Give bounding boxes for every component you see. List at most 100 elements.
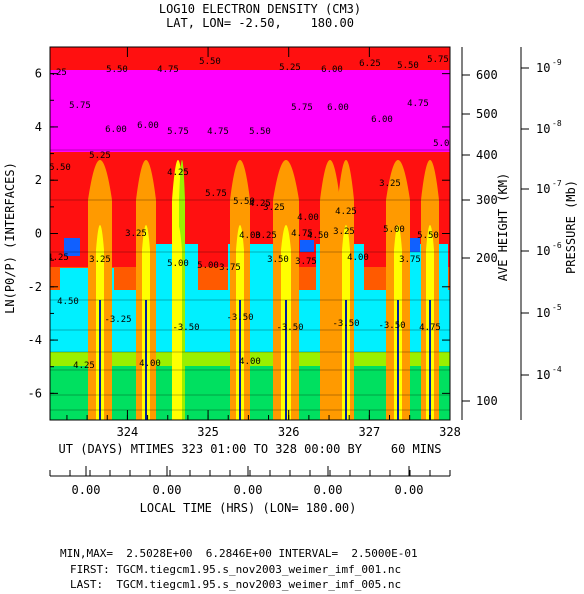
- contour-label: 3.25: [89, 255, 111, 265]
- contour-label: 5.50: [49, 163, 71, 173]
- contour-label: 5.50: [397, 61, 419, 71]
- height-tick-label: 300: [476, 193, 498, 207]
- contour-label: 3.75: [295, 257, 317, 267]
- contour-label: 3.25: [333, 227, 355, 237]
- contour-label: 4.75: [419, 323, 441, 333]
- contour-label: 4.25: [167, 168, 189, 178]
- contour-label: 4.00: [239, 357, 261, 367]
- contour-label: 4.00: [239, 231, 261, 241]
- height-tick-label: 200: [476, 251, 498, 265]
- band-fill: [50, 70, 450, 152]
- band-fill: [64, 238, 80, 256]
- contour-field: 6.25 5.50 4.75 5.50 5.25 6.00 6.25 5.50 5.75 5.75…: [45, 47, 455, 420]
- contour-label: 5.50: [233, 197, 255, 207]
- y-tick-label: 2: [35, 173, 42, 187]
- x-tick-label: 326: [278, 425, 300, 439]
- contour-label: 5.25: [279, 63, 301, 73]
- height-axis: 600 500 400 300 200 100: [462, 68, 498, 408]
- y-axis-label: LN(P0/P) (INTERFACES): [3, 162, 17, 314]
- pressure-tick-exponent: -9: [552, 58, 562, 67]
- height-tick-label: 600: [476, 68, 498, 82]
- local-time-tick-label: 0.00: [234, 483, 263, 497]
- band-fill: [174, 225, 182, 420]
- contour-label: 4.00: [347, 253, 369, 263]
- height-tick-label: 100: [476, 394, 498, 408]
- y-tick-label: -6: [28, 386, 42, 400]
- contour-label: 5.50: [199, 57, 221, 67]
- contour-label: 5.50: [106, 65, 128, 75]
- height-tick-label: 500: [476, 107, 498, 121]
- y-tick-label: 4: [35, 120, 42, 134]
- contour-label: 5.50: [417, 231, 439, 241]
- contour-label: 3.25: [379, 179, 401, 189]
- contour-label: 4.75: [291, 229, 313, 239]
- pressure-tick-label: 10: [536, 182, 550, 196]
- contour-label: 3.75: [219, 263, 241, 273]
- contour-label: 5.00: [383, 225, 405, 235]
- pressure-tick-label: 10: [536, 61, 550, 75]
- contour-label: 5.75: [167, 127, 189, 137]
- contour-label: 4.50: [57, 297, 79, 307]
- pressure-tick-label: 10: [536, 244, 550, 258]
- band-fill: [408, 238, 420, 252]
- contour-label: 4.75: [207, 127, 229, 137]
- contour-label: 5.25: [89, 151, 111, 161]
- contour-label: 3.25: [263, 203, 285, 213]
- contour-label: 5.75: [427, 55, 449, 65]
- color-bands: [50, 47, 450, 420]
- chart-title: LOG10 ELECTRON DENSITY (CM3): [159, 2, 361, 16]
- chart-subtitle: LAT, LON= -2.50, 180.00: [166, 16, 354, 30]
- contour-labels: 6.25 5.50 4.75 5.50 5.25 6.00 6.25 5.50 5.75 5.75…: [45, 55, 455, 371]
- contour-label: 5.00: [167, 259, 189, 269]
- x-tick-label: 325: [197, 425, 219, 439]
- contour-label: -3.50: [226, 313, 253, 323]
- contour-label: 5.75: [205, 189, 227, 199]
- last-file-line: LAST: TGCM.tiegcm1.95.s_nov2003_weimer_i…: [70, 578, 401, 591]
- pressure-axis-label: PRESSURE (Mb): [564, 180, 578, 274]
- y-axis: 6 4 2 0 -2 -4 -6: [28, 46, 450, 421]
- band-fill: [300, 240, 314, 252]
- contour-label: 4.25: [47, 253, 69, 263]
- height-tick-label: 400: [476, 148, 498, 162]
- pressure-tick-exponent: -6: [552, 241, 562, 250]
- pressure-tick-label: 10: [536, 368, 550, 382]
- local-time-axis: 0.00 0.00 0.00 0.00 0.00: [49, 466, 451, 497]
- local-time-tick-label: 0.00: [314, 483, 343, 497]
- y-tick-label: -4: [28, 333, 42, 347]
- pressure-tick-label: 10: [536, 306, 550, 320]
- contour-label: 4.50: [307, 231, 329, 241]
- contour-label: 5.00: [433, 139, 455, 149]
- y-tick-label: -2: [28, 280, 42, 294]
- y-tick-label: 0: [35, 227, 42, 241]
- contour-label: 6.00: [371, 115, 393, 125]
- x-tick-label: 324: [117, 425, 139, 439]
- stats-line: MIN,MAX= 2.5028E+00 6.2846E+00 INTERVAL=…: [60, 547, 418, 560]
- pressure-tick-exponent: -8: [552, 119, 562, 128]
- x-tick-label: 328: [439, 425, 461, 439]
- pressure-tick-exponent: -5: [552, 303, 562, 312]
- contour-label: 3.50: [267, 255, 289, 265]
- y-tick-label: 6: [35, 67, 42, 81]
- pressure-tick-exponent: -7: [552, 179, 562, 188]
- pressure-axis: 10-910-810-710-610-510-4: [521, 58, 562, 382]
- x-tick-label: 327: [359, 425, 381, 439]
- contour-label: 4.75: [407, 99, 429, 109]
- contour-label: 3.75: [399, 255, 421, 265]
- contour-label: 5.75: [69, 101, 91, 111]
- contour-label: 5.50: [249, 127, 271, 137]
- contour-label: 4.25: [73, 361, 95, 371]
- contour-label: 4.25: [335, 207, 357, 217]
- pressure-tick-exponent: -4: [552, 365, 562, 374]
- contour-label: 5.00: [197, 261, 219, 271]
- contour-label: 6.00: [137, 121, 159, 131]
- contour-label: 6.25: [45, 68, 67, 78]
- height-axis-label: AVE HEIGHT (KM): [496, 173, 510, 281]
- pressure-tick-label: 10: [536, 122, 550, 136]
- band-fill: [50, 47, 450, 70]
- contour-label: 6.25: [359, 59, 381, 69]
- local-time-axis-label: LOCAL TIME (HRS) (LON= 180.00): [140, 501, 357, 515]
- contour-label: 5.75: [291, 103, 313, 113]
- contour-label: 3.25: [125, 229, 147, 239]
- contour-label: -3.25: [104, 315, 131, 325]
